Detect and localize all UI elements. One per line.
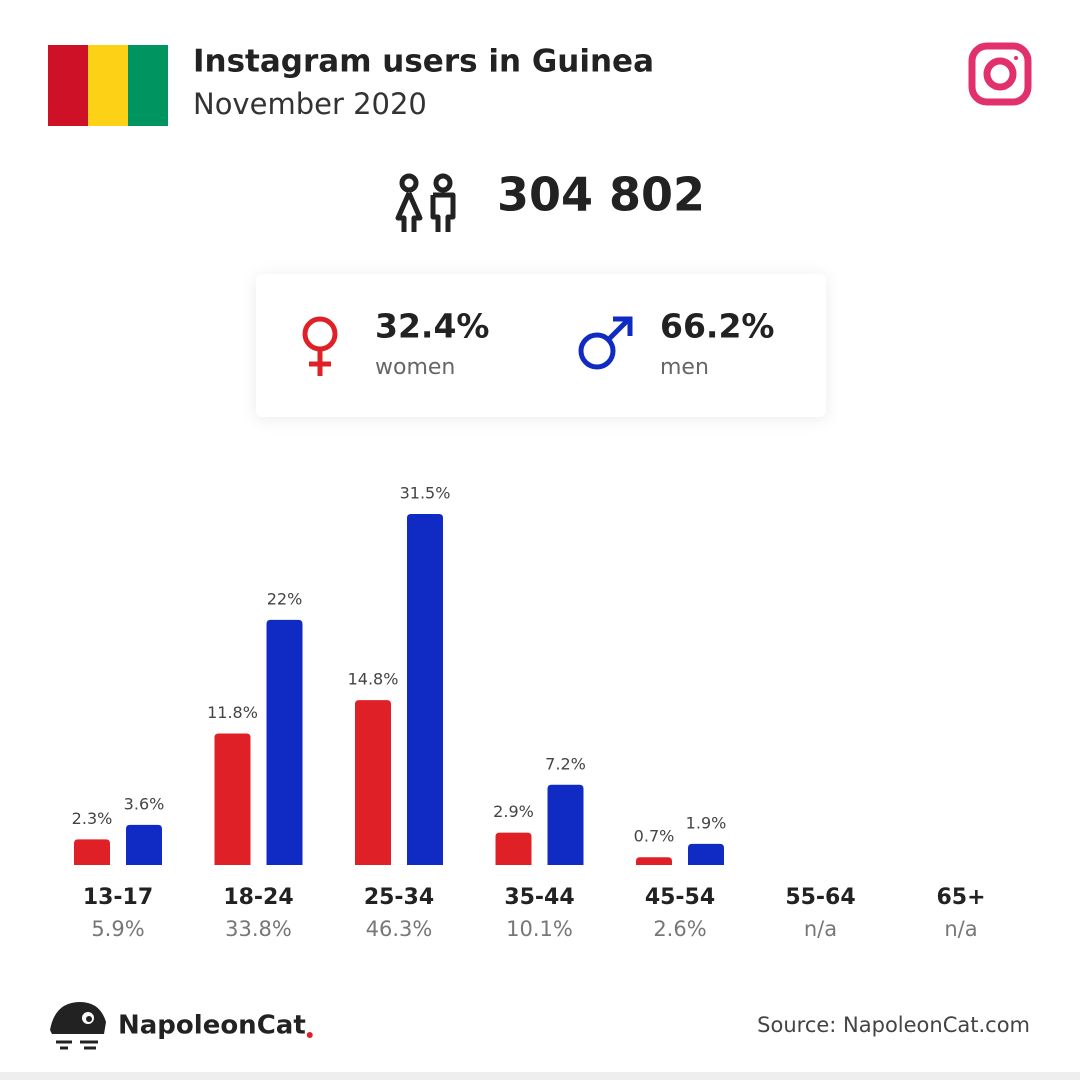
- instagram-icon: [968, 42, 1032, 106]
- female-icon: [302, 316, 338, 376]
- men-share: 66.2%: [660, 307, 775, 346]
- flag-red: [48, 45, 88, 126]
- gender-card: [256, 274, 826, 417]
- category-total: 46.3%: [366, 917, 433, 941]
- male-icon: [578, 316, 633, 370]
- bottom-strip: [0, 1072, 1080, 1080]
- category-total: 5.9%: [91, 917, 144, 941]
- subtitle: November 2020: [193, 87, 427, 121]
- bar: [214, 733, 251, 865]
- bar: [266, 619, 303, 865]
- bar: [126, 824, 162, 865]
- flag-green: [128, 45, 168, 126]
- category-total: n/a: [944, 917, 977, 941]
- value-label: 2.9%: [493, 802, 534, 821]
- bar: [547, 784, 584, 865]
- value-label: 11.8%: [207, 703, 258, 722]
- category-label: 13-17: [83, 885, 153, 910]
- value-label: 2.3%: [72, 809, 113, 828]
- category-total: 33.8%: [225, 917, 292, 941]
- category-label: 45-54: [645, 885, 715, 910]
- flag: [48, 45, 168, 126]
- category-label: 35-44: [504, 885, 574, 910]
- bar: [355, 700, 391, 865]
- bar: [495, 832, 532, 865]
- napoleoncat-logo: [50, 1002, 106, 1050]
- value-label: 7.2%: [545, 754, 586, 773]
- category-label: 18-24: [223, 885, 293, 910]
- category-label: 65+: [936, 885, 985, 910]
- women-share: 32.4%: [375, 307, 490, 346]
- bar: [688, 843, 724, 865]
- brand-dot: [306, 1032, 313, 1038]
- category-total: 10.1%: [506, 917, 573, 941]
- value-label: 1.9%: [686, 813, 727, 832]
- category-total: 2.6%: [653, 917, 706, 941]
- total-users: 304 802: [497, 168, 705, 222]
- users-icon: [395, 173, 456, 232]
- value-label: 22%: [267, 589, 303, 608]
- age-chart: 13-17 5.9% 2.3% 3.6% 18-24 33.8% 11.8% 22% 25-34…: [72, 484, 986, 942]
- women-label: women: [375, 355, 455, 380]
- brand: NapoleonCat: [118, 1011, 306, 1041]
- value-label: 14.8%: [348, 670, 399, 689]
- category-label: 55-64: [785, 885, 855, 910]
- flag-yellow: [88, 45, 128, 126]
- source: Source: NapoleonCat.com: [757, 1013, 1030, 1037]
- value-label: 3.6%: [124, 794, 165, 813]
- bar: [74, 839, 110, 865]
- bar: [636, 857, 672, 865]
- men-label: men: [660, 355, 709, 380]
- category-label: 25-34: [364, 885, 434, 910]
- bar: [407, 514, 443, 865]
- category-total: n/a: [804, 917, 837, 941]
- title: Instagram users in Guinea: [193, 44, 654, 80]
- value-label: 0.7%: [634, 827, 675, 846]
- value-label: 31.5%: [400, 484, 451, 503]
